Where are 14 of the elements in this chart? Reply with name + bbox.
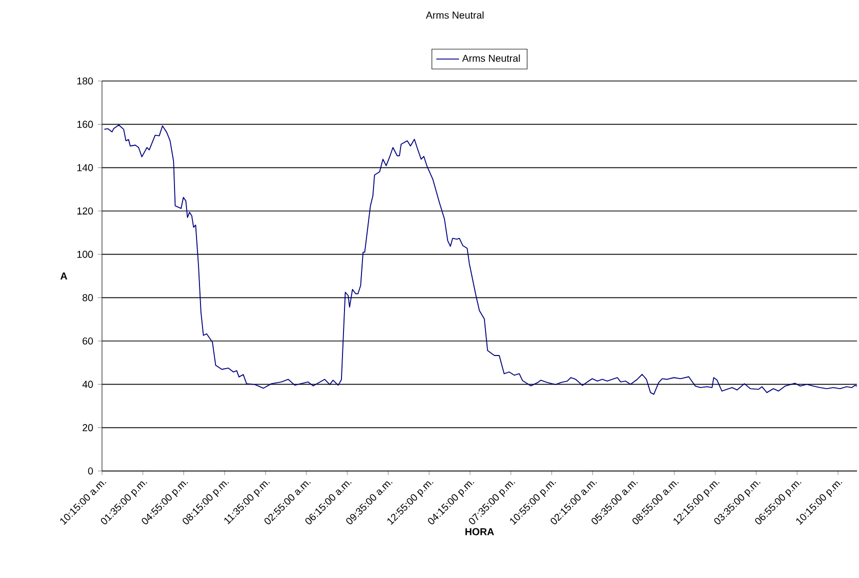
y-tick-label: 20: [82, 424, 93, 432]
x-axis-title: HORA: [465, 528, 494, 536]
y-axis-title: A: [60, 272, 68, 280]
chart-title: Arms Neutral: [426, 11, 484, 19]
y-tick-label: 60: [82, 337, 93, 345]
y-tick-label: 180: [77, 77, 93, 85]
y-tick-label: 40: [82, 380, 93, 388]
y-tick-label: 80: [82, 294, 93, 302]
legend-label: Arms Neutral: [462, 54, 520, 62]
y-tick-label: 120: [77, 207, 93, 215]
y-tick-label: 140: [77, 164, 93, 172]
y-tick-label: 100: [77, 250, 93, 258]
y-tick-label: 160: [77, 120, 93, 128]
y-tick-label: 0: [88, 467, 93, 475]
